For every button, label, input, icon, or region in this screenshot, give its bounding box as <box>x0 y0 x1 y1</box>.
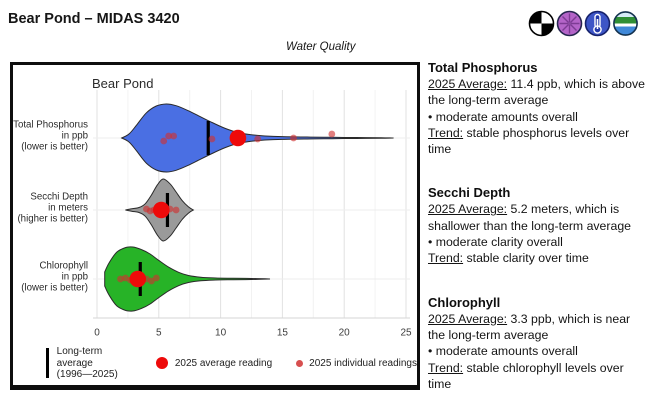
legend-individual-readings: 2025 individual readings <box>296 358 417 369</box>
individual-reading-dot-chlorophyll <box>152 274 160 282</box>
average-2025-dot-secchi-depth <box>152 201 170 219</box>
individual-reading-dot-total-phosphorus <box>290 134 297 142</box>
average-text: 11.4 ppb, which is above the long-term a… <box>428 77 645 108</box>
individual-reading-dot-chlorophyll <box>147 277 155 285</box>
x-tick-label: 15 <box>277 328 289 339</box>
average-text: 5.2 meters, which is shallower than the … <box>428 202 632 233</box>
long-term-line-swatch <box>46 348 49 379</box>
individual-reading-dot-secchi-depth <box>172 206 180 214</box>
thermometer-icon <box>584 10 611 37</box>
section-heading: Secchi Depth <box>428 185 511 201</box>
category-label-chlorophyll: Chlorophyll in ppb (lower is better) <box>21 261 88 294</box>
x-tick-label: 5 <box>156 328 162 339</box>
average-label: 2025 Average: <box>428 311 508 326</box>
violin-chart-canvas: 0 5 10 15 20 25 Bear Pond Total Phosphorus in pp… <box>13 76 412 339</box>
individual-reading-dot-total-phosphorus <box>208 135 216 143</box>
secchi-disk-icon <box>528 10 555 37</box>
average-line: 2025 Average: 5.2 meters, which is shall… <box>428 201 645 234</box>
algae-icon <box>556 10 583 37</box>
average-label: 2025 Average: <box>428 77 508 91</box>
bullet-line: • moderate clarity overall <box>428 235 563 250</box>
chart-legend: Long-term average (1996—2025) 2025 avera… <box>46 346 417 381</box>
legend-2025-average: 2025 average reading <box>155 357 273 370</box>
legend-long-term-label-line2: (1996—2025) <box>56 369 118 380</box>
lake-icon <box>612 10 639 37</box>
average-line: 2025 Average: 11.4 ppb, which is above t… <box>428 76 645 109</box>
average-dot-swatch <box>155 357 168 370</box>
legend-long-term-average: Long-term average (1996—2025) <box>46 346 132 381</box>
average-2025-dot-total-phosphorus <box>229 129 247 147</box>
trend-line: Trend: stable clarity over time <box>428 250 645 266</box>
section-chlorophyll: Chlorophyll 2025 Average: 3.3 ppb, which… <box>428 294 645 392</box>
category-label-secchi-depth: Secchi Depth in meters (higher is better) <box>17 192 88 225</box>
chart-title: Bear Pond <box>92 76 153 91</box>
individual-reading-dot-total-phosphorus <box>160 137 168 145</box>
trend-label: Trend: <box>428 251 464 266</box>
section-secchi-depth: Secchi Depth 2025 Average: 5.2 meters, w… <box>428 184 645 266</box>
summary-text-column: Total Phosphorus 2025 Average: 11.4 ppb,… <box>428 59 645 402</box>
average-label: 2025 Average: <box>428 202 508 217</box>
chart-section-subtitle: Water Quality <box>286 41 356 53</box>
section-total-phosphorus: Total Phosphorus 2025 Average: 11.4 ppb,… <box>428 59 645 157</box>
section-heading: Total Phosphorus <box>428 60 538 75</box>
indicator-icons <box>528 10 639 37</box>
trend-label: Trend: <box>428 125 464 140</box>
legend-long-term-label-line1: Long-term average <box>56 346 103 369</box>
bullet-line: • moderate amounts overall <box>428 109 578 124</box>
x-tick-label: 25 <box>400 328 412 339</box>
legend-average-label: 2025 average reading <box>174 357 273 369</box>
x-tick-label: 20 <box>339 328 351 339</box>
individual-reading-dot-total-phosphorus <box>328 130 336 138</box>
individual-dot-swatch <box>296 359 304 367</box>
category-label-total-phosphorus: Total Phosphorus in ppb (lower is better) <box>13 120 88 153</box>
trend-text: stable chlorophyll levels over time <box>428 360 624 391</box>
violin-chart-panel: 0 5 10 15 20 25 Bear Pond Total Phosphorus in pp… <box>10 62 420 390</box>
individual-reading-dot-total-phosphorus <box>254 135 262 143</box>
average-text: 3.3 ppb, which is near the long-term ave… <box>428 311 631 342</box>
trend-line: Trend: stable phosphorus levels over tim… <box>428 125 645 158</box>
x-tick-label: 0 <box>94 328 100 339</box>
legend-individual-label: 2025 individual readings <box>309 357 417 369</box>
trend-line: Trend: stable chlorophyll levels over ti… <box>428 360 645 393</box>
bullet-line: • moderate amounts overall <box>428 344 578 359</box>
average-line: 2025 Average: 3.3 ppb, which is near the… <box>428 311 645 344</box>
average-2025-dot-chlorophyll <box>129 270 147 288</box>
page-title: Bear Pond – MIDAS 3420 <box>8 11 180 27</box>
trend-text: stable clarity over time <box>463 251 589 266</box>
individual-reading-dot-total-phosphorus <box>165 132 173 140</box>
x-tick-label: 10 <box>215 328 227 339</box>
individual-reading-dot-total-phosphorus <box>170 132 178 140</box>
violin-chlorophyll <box>104 246 271 312</box>
section-heading: Chlorophyll <box>428 294 501 310</box>
trend-text: stable phosphorus levels over time <box>428 125 630 157</box>
trend-label: Trend: <box>428 360 464 375</box>
